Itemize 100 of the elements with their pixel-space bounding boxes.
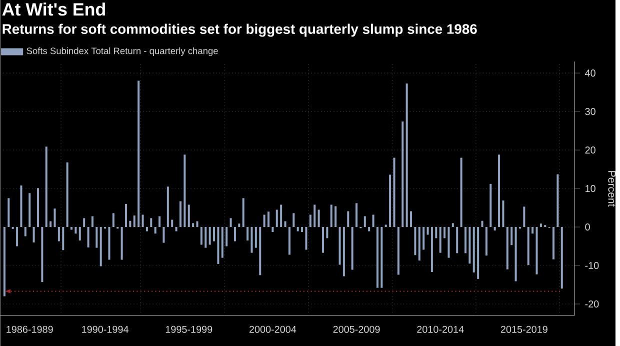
bar: [74, 226, 77, 234]
bar: [494, 226, 496, 230]
bar: [406, 83, 408, 227]
bar: [246, 226, 249, 240]
bar: [24, 226, 26, 236]
bar: [112, 213, 114, 227]
bar: [250, 226, 253, 253]
bar: [58, 226, 60, 242]
bar: [62, 226, 64, 250]
bar: [100, 226, 102, 266]
bar: [402, 121, 404, 227]
bar: [330, 204, 332, 227]
bar: [263, 214, 266, 227]
bar: [192, 223, 194, 227]
bar: [435, 226, 438, 238]
bar: [171, 220, 174, 227]
bar: [20, 185, 22, 227]
bar: [272, 226, 274, 232]
x-tick-label: 2000-2004: [249, 326, 296, 333]
bar: [196, 221, 198, 227]
bar: [138, 80, 140, 227]
bar: [393, 158, 396, 227]
bar: [448, 226, 450, 258]
bar: [91, 216, 94, 227]
bar: [322, 226, 324, 253]
bar: [444, 226, 446, 238]
bar: [242, 198, 244, 227]
bar: [351, 226, 354, 270]
bar: [506, 226, 508, 270]
bar: [364, 216, 366, 227]
bar: [532, 226, 534, 234]
bar: [284, 221, 286, 227]
bar: [87, 226, 90, 248]
bar: [158, 216, 161, 227]
bar: [16, 226, 18, 246]
bar: [523, 206, 526, 227]
x-tick-label: 1990-1994: [82, 326, 128, 333]
bar: [32, 226, 35, 242]
x-tick-label: 2005-2009: [333, 326, 380, 333]
chart-subtitle: Returns for soft commodities set for biggest quarterly slump since 1986: [2, 24, 477, 37]
bar: [376, 226, 378, 288]
bar: [418, 226, 420, 260]
bar: [133, 215, 136, 227]
bar: [288, 226, 290, 255]
bar: [556, 174, 559, 227]
legend-label: Softs Subindex Total Return - quarterly change: [26, 47, 218, 56]
bar: [301, 226, 304, 232]
bar: [129, 220, 132, 227]
bar: [460, 158, 462, 227]
bar: [184, 154, 186, 227]
y-tick-label: 30: [585, 108, 596, 115]
bar: [318, 210, 320, 227]
bar: [3, 226, 6, 296]
bar: [268, 211, 270, 227]
bar: [536, 226, 538, 274]
x-tick-label: 1995-1999: [166, 326, 212, 333]
bar: [276, 210, 278, 227]
bar: [356, 203, 358, 227]
bar: [234, 226, 236, 242]
bar: [54, 208, 56, 227]
bar: [45, 146, 48, 227]
bar: [502, 200, 504, 227]
bar: [179, 201, 182, 227]
bar: [305, 226, 308, 250]
bar: [8, 198, 10, 227]
x-tick-label: 2010-2014: [417, 326, 464, 333]
bar: [380, 226, 383, 288]
bar: [430, 226, 433, 272]
bar: [108, 226, 110, 260]
bar: [468, 226, 471, 264]
y-tick-label: 40: [585, 69, 596, 76]
bar: [326, 226, 328, 238]
bar: [477, 226, 480, 279]
bar: [120, 226, 123, 260]
y-tick-label: 20: [585, 146, 596, 154]
bar: [422, 226, 425, 250]
chart-title: At Wit's End: [2, 2, 105, 16]
bar: [188, 204, 190, 227]
bar: [78, 226, 81, 240]
bar: [464, 226, 466, 254]
bar: [472, 226, 475, 272]
bar: [510, 226, 513, 245]
bar: [221, 226, 224, 258]
bar: [280, 204, 282, 227]
bar: [560, 226, 563, 288]
bar: [70, 226, 73, 230]
bar: [368, 226, 370, 232]
bar: [254, 226, 257, 248]
bar: [66, 162, 68, 227]
bar: [259, 226, 262, 275]
bar: [204, 226, 207, 248]
bar: [41, 226, 44, 282]
bar: [342, 226, 345, 276]
bar: [162, 226, 165, 243]
bar: [389, 174, 392, 227]
bar: [142, 214, 144, 227]
y-axis-title: Percent: [608, 171, 616, 207]
bar: [552, 226, 555, 260]
bar: [226, 226, 228, 246]
bar: [338, 226, 341, 265]
